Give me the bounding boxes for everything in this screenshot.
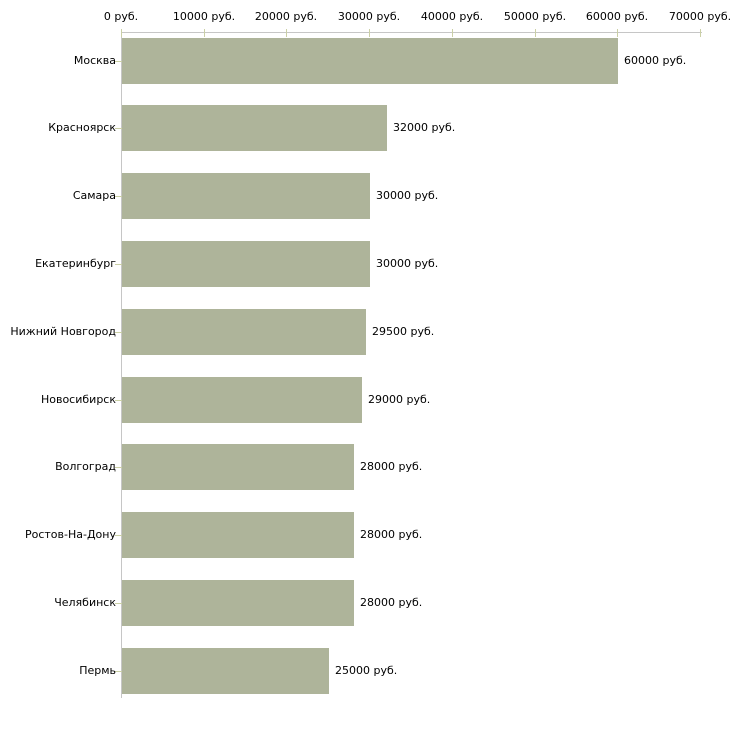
bar-value-label: 30000 руб. xyxy=(376,257,439,270)
y-axis-tick-mark xyxy=(115,332,122,333)
category-label: Ростов-На-Дону xyxy=(24,528,116,541)
bar xyxy=(122,444,354,490)
x-axis-tick-mark xyxy=(535,29,536,37)
x-axis-tick-mark xyxy=(452,29,453,37)
x-axis-tick-mark xyxy=(369,29,370,37)
x-axis-tick-label: 60000 руб. xyxy=(585,10,649,23)
category-label: Красноярск xyxy=(48,121,116,134)
x-axis-tick-label: 10000 руб. xyxy=(172,10,236,23)
bar-value-label: 29000 руб. xyxy=(368,393,431,406)
bar xyxy=(122,580,354,626)
bar xyxy=(122,241,370,287)
x-axis-tick-mark xyxy=(204,29,205,37)
x-axis-tick-label: 0 руб. xyxy=(103,10,139,23)
x-axis-tick-mark xyxy=(286,29,287,37)
category-label: Нижний Новгород xyxy=(10,325,116,338)
bar xyxy=(122,105,387,151)
bar xyxy=(122,309,366,355)
y-axis-line xyxy=(121,32,122,698)
bar-value-label: 30000 руб. xyxy=(376,189,439,202)
y-axis-tick-mark xyxy=(115,196,122,197)
bar-value-label: 28000 руб. xyxy=(360,596,423,609)
x-axis-tick-label: 70000 руб. xyxy=(668,10,730,23)
x-axis-tick-mark xyxy=(617,29,618,37)
category-label: Волгоград xyxy=(55,460,116,473)
bar-value-label: 32000 руб. xyxy=(393,121,456,134)
x-axis-tick-label: 30000 руб. xyxy=(337,10,401,23)
x-axis-tick-label: 40000 руб. xyxy=(420,10,484,23)
bar-value-label: 60000 руб. xyxy=(624,54,687,67)
bar xyxy=(122,38,618,84)
x-axis-tick-label: 20000 руб. xyxy=(254,10,318,23)
bar-value-label: 29500 руб. xyxy=(372,325,435,338)
y-axis-tick-mark xyxy=(115,467,122,468)
x-axis-line xyxy=(121,32,702,33)
bar xyxy=(122,512,354,558)
bar-value-label: 28000 руб. xyxy=(360,528,423,541)
bar xyxy=(122,377,362,423)
y-axis-tick-mark xyxy=(115,61,122,62)
y-axis-tick-mark xyxy=(115,535,122,536)
y-axis-tick-mark xyxy=(115,400,122,401)
bar-value-label: 28000 руб. xyxy=(360,460,423,473)
category-label: Москва xyxy=(73,54,116,67)
y-axis-tick-mark xyxy=(115,128,122,129)
bar xyxy=(122,648,329,694)
category-label: Екатеринбург xyxy=(35,257,116,270)
x-axis-tick-label: 50000 руб. xyxy=(503,10,567,23)
bar xyxy=(122,173,370,219)
category-label: Пермь xyxy=(79,664,116,677)
bar-value-label: 25000 руб. xyxy=(335,664,398,677)
y-axis-tick-mark xyxy=(115,264,122,265)
x-axis-tick-mark xyxy=(121,29,122,37)
category-label: Новосибирск xyxy=(40,393,116,406)
category-label: Челябинск xyxy=(54,596,116,609)
x-axis-tick-mark xyxy=(700,29,701,37)
y-axis-tick-mark xyxy=(115,603,122,604)
category-label: Самара xyxy=(72,189,116,202)
y-axis-tick-mark xyxy=(115,671,122,672)
